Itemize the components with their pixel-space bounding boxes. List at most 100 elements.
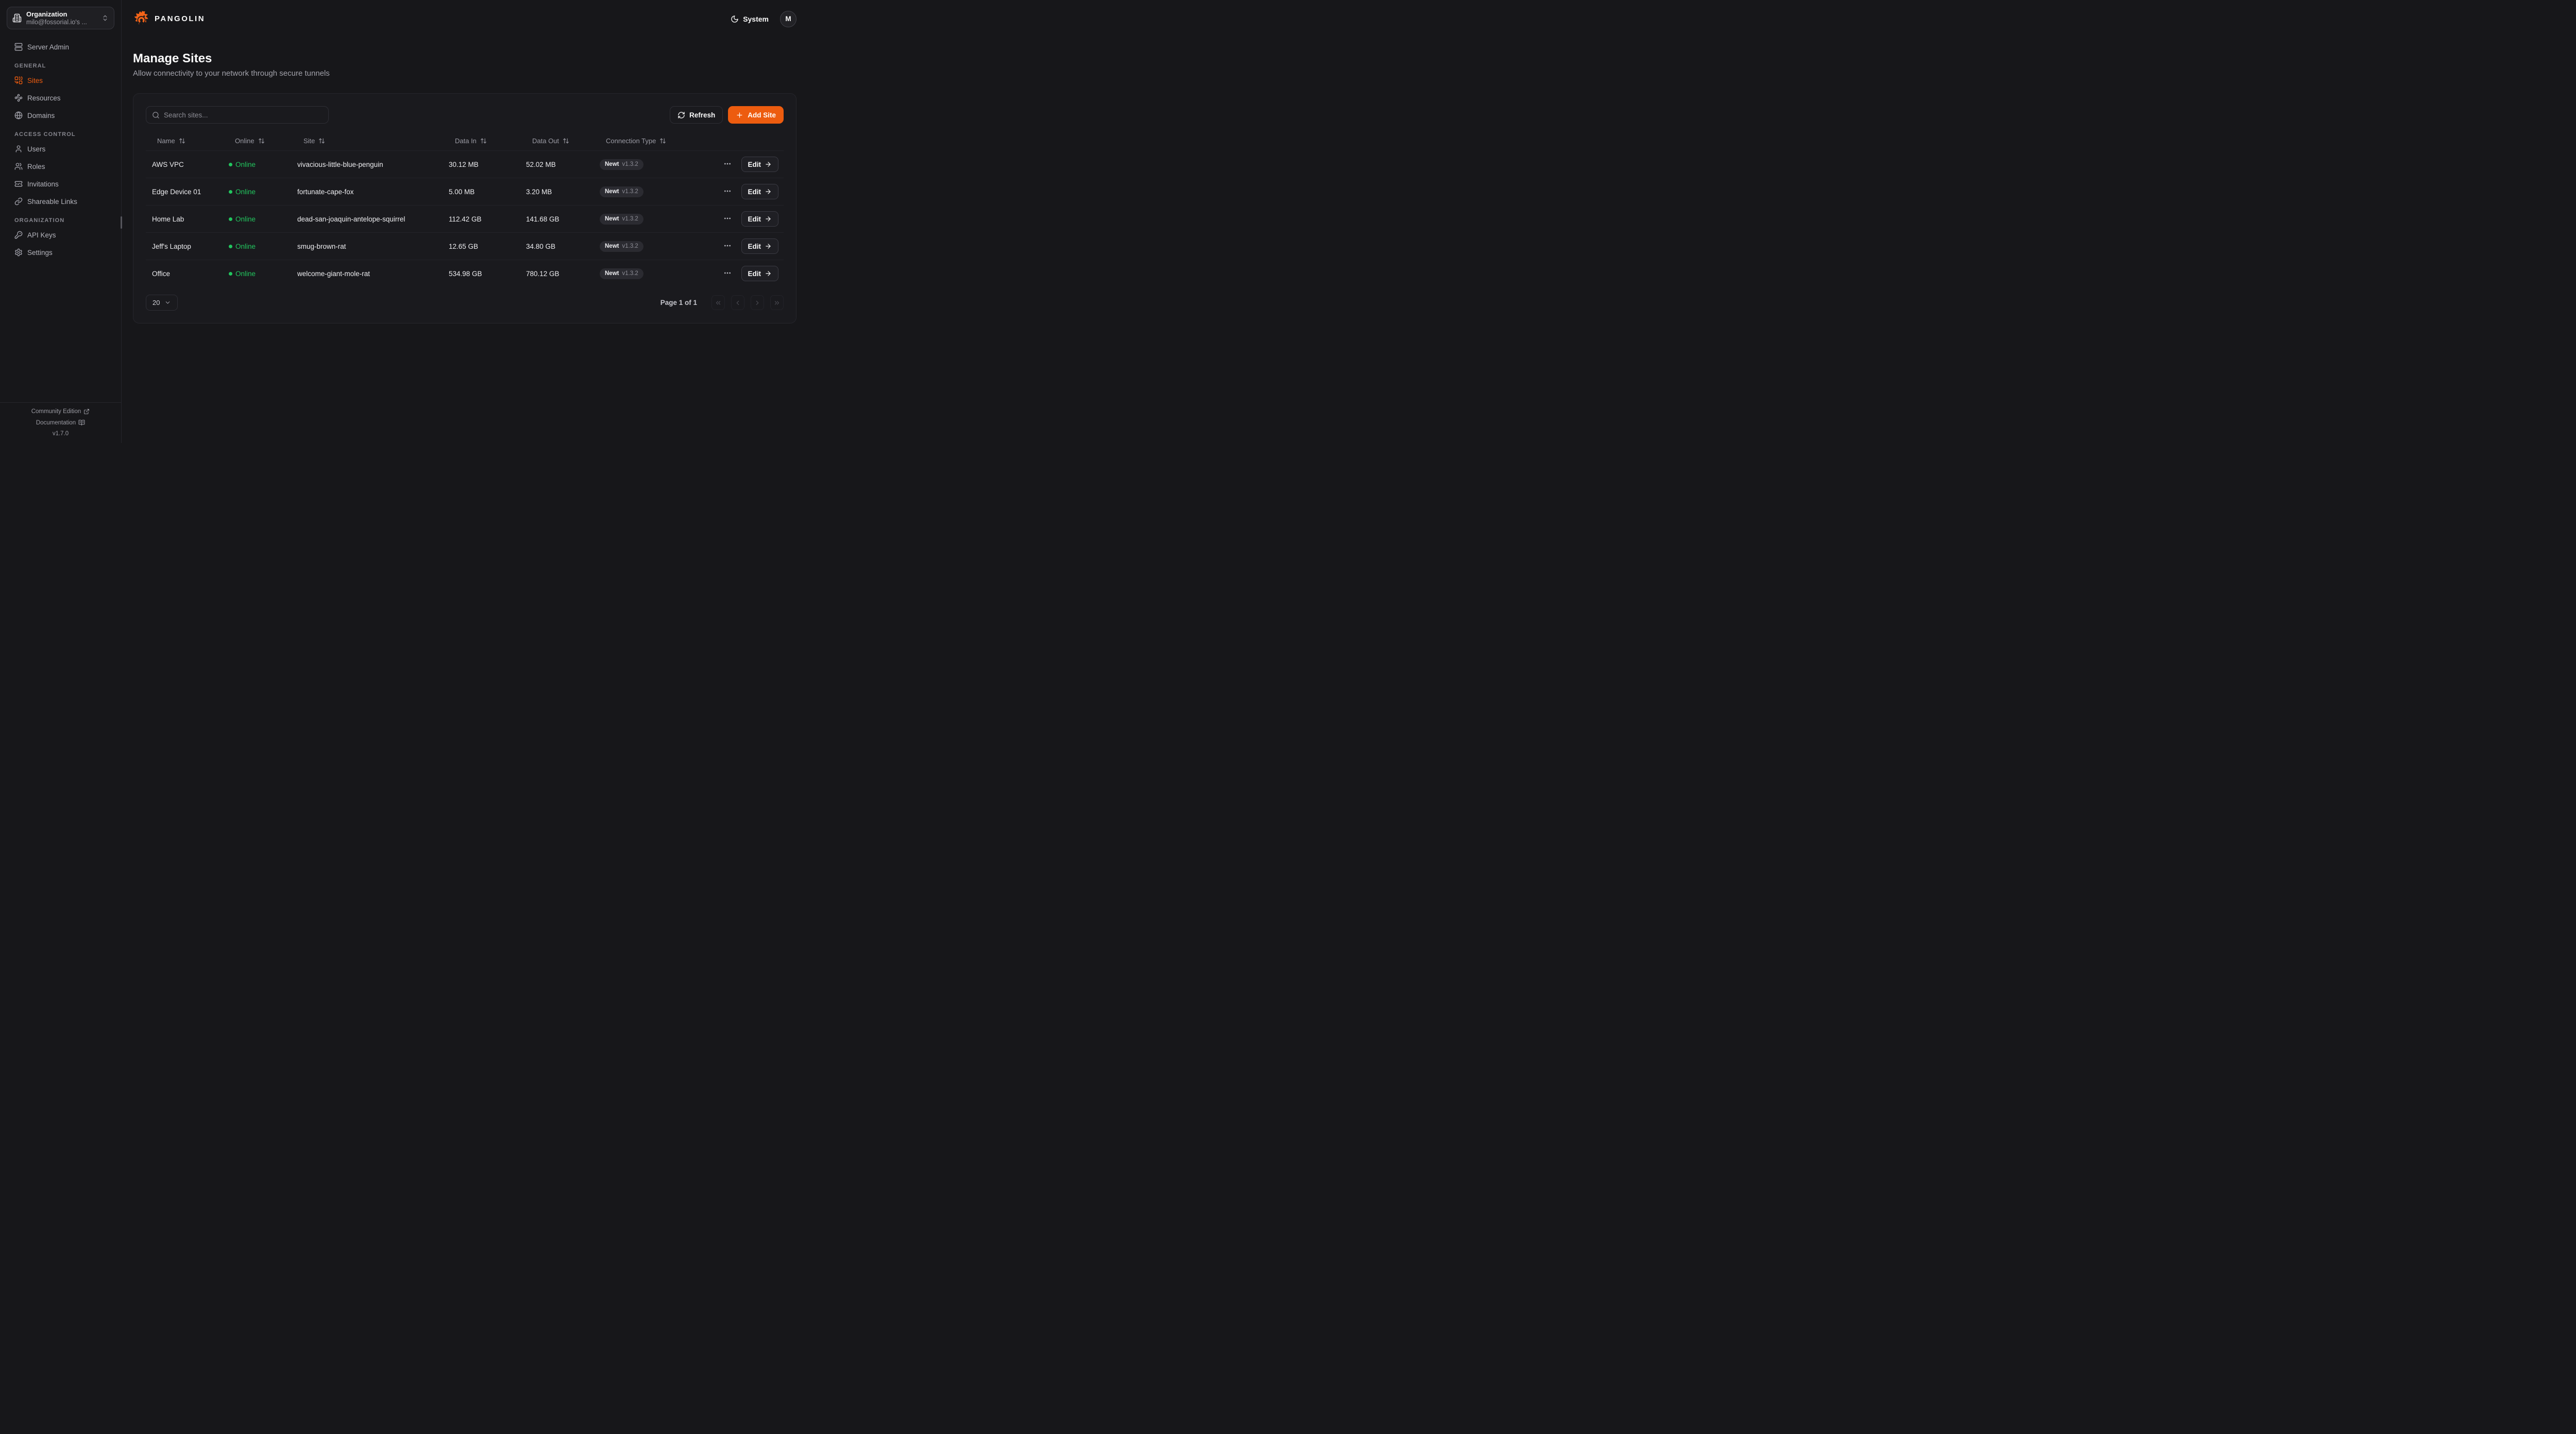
data-out-cell: 141.68 GB	[526, 215, 560, 223]
column-header-data-out[interactable]: Data Out	[521, 137, 595, 145]
column-header-connection-type[interactable]: Connection Type	[595, 137, 717, 145]
sidebar-item-label: Resources	[27, 94, 61, 102]
page-size-value: 20	[152, 299, 160, 306]
sidebar-item-label: Domains	[27, 111, 55, 120]
user-avatar[interactable]: M	[780, 10, 796, 27]
data-in-cell: 534.98 GB	[449, 269, 482, 278]
last-page-button[interactable]	[770, 295, 784, 310]
community-edition-label: Community Edition	[31, 408, 81, 415]
column-header-online[interactable]: Online	[224, 137, 292, 145]
community-edition-link[interactable]: Community Edition	[31, 408, 90, 415]
sort-icon	[318, 138, 325, 144]
sidebar-item-users[interactable]: Users	[7, 140, 114, 158]
main-area: PANGOLIN System M Manage Sites Allow con…	[122, 0, 808, 443]
edit-button[interactable]: Edit	[741, 238, 778, 254]
sidebar-item-sites[interactable]: Sites	[7, 72, 114, 89]
data-in-cell: 112.42 GB	[449, 215, 482, 223]
connection-type-badge: Newt v1.3.2	[600, 213, 643, 225]
search-input[interactable]	[164, 111, 323, 119]
data-in-cell: 5.00 MB	[449, 187, 475, 196]
table-row: Edge Device 01 Online fortunate-cape-fox…	[146, 178, 784, 205]
sidebar-item-settings[interactable]: Settings	[7, 244, 114, 261]
ellipsis-icon	[723, 269, 732, 277]
online-status-dot	[229, 190, 232, 194]
arrow-right-icon	[765, 270, 772, 277]
row-menu-button[interactable]	[722, 159, 733, 170]
chevrons-left-icon	[715, 299, 722, 306]
row-actions-cell: Edit	[717, 238, 784, 254]
row-menu-button[interactable]	[722, 241, 733, 252]
connection-version: v1.3.2	[622, 243, 638, 249]
edit-button[interactable]: Edit	[741, 184, 778, 199]
theme-toggle[interactable]: System	[731, 15, 769, 23]
edit-button[interactable]: Edit	[741, 266, 778, 281]
first-page-button[interactable]	[711, 295, 725, 310]
connection-version: v1.3.2	[622, 270, 638, 277]
online-status-dot	[229, 162, 232, 166]
column-header-site[interactable]: Site	[292, 137, 444, 145]
sidebar-footer: Community Edition Documentation v1.7.0	[0, 402, 121, 443]
sidebar-item-label: Settings	[27, 248, 53, 257]
online-status-dot	[229, 217, 232, 221]
connection-type-badge: Newt v1.3.2	[600, 268, 643, 279]
page-header: Manage Sites Allow connectivity to your …	[122, 38, 808, 78]
section-title-organization: ORGANIZATION	[14, 217, 65, 224]
sort-icon	[258, 138, 265, 144]
sidebar-item-resources[interactable]: Resources	[7, 89, 114, 107]
documentation-label: Documentation	[36, 419, 76, 426]
waypoints-icon	[14, 94, 23, 102]
sidebar-item-roles[interactable]: Roles	[7, 158, 114, 175]
connection-name: Newt	[605, 270, 619, 277]
documentation-link[interactable]: Documentation	[36, 419, 85, 426]
data-in-cell: 30.12 MB	[449, 160, 479, 168]
sort-icon	[179, 138, 185, 144]
online-status-label: Online	[235, 187, 256, 196]
add-site-button[interactable]: Add Site	[728, 106, 784, 124]
key-icon	[14, 231, 23, 239]
topbar: PANGOLIN System M	[122, 0, 808, 38]
sidebar-item-api-keys[interactable]: API Keys	[7, 226, 114, 244]
sidebar-item-label: Invitations	[27, 180, 59, 188]
moon-icon	[731, 15, 739, 23]
brand-logo: PANGOLIN	[133, 10, 205, 28]
online-status-cell: Online	[224, 188, 292, 196]
sidebar-item-label: API Keys	[27, 231, 56, 239]
data-in-cell: 12.65 GB	[449, 242, 479, 250]
edit-button[interactable]: Edit	[741, 211, 778, 227]
edit-button[interactable]: Edit	[741, 157, 778, 172]
refresh-icon	[677, 111, 685, 119]
column-header-data-in[interactable]: Data In	[444, 137, 521, 145]
row-menu-button[interactable]	[722, 268, 733, 280]
connection-type-cell: Newt v1.3.2	[595, 159, 717, 170]
arrow-right-icon	[765, 243, 772, 250]
ellipsis-icon	[723, 187, 732, 195]
sort-icon	[480, 138, 487, 144]
org-selector-label: Organization	[26, 10, 67, 18]
page-size-select[interactable]: 20	[146, 295, 178, 311]
online-status-dot	[229, 271, 232, 276]
refresh-button[interactable]: Refresh	[669, 106, 723, 124]
site-slug-cell: fortunate-cape-fox	[297, 187, 354, 196]
sidebar-item-shareable-links[interactable]: Shareable Links	[7, 193, 114, 210]
chevron-down-icon	[164, 299, 171, 306]
org-selector[interactable]: Organization milo@fossorial.io's ...	[7, 7, 114, 29]
table-toolbar: Refresh Add Site	[146, 106, 784, 124]
sidebar-item-domains[interactable]: Domains	[7, 107, 114, 124]
row-actions-cell: Edit	[717, 184, 784, 199]
connection-type-cell: Newt v1.3.2	[595, 186, 717, 197]
row-menu-button[interactable]	[722, 186, 733, 198]
sidebar-scrollbar-thumb[interactable]	[121, 216, 122, 229]
sidebar-item-server-admin[interactable]: Server Admin	[7, 38, 114, 56]
online-status-dot	[229, 244, 232, 248]
column-header-name[interactable]: Name	[146, 137, 224, 145]
edit-button-label: Edit	[748, 187, 761, 196]
globe-icon	[14, 111, 23, 120]
sort-icon	[659, 138, 666, 144]
edit-button-label: Edit	[748, 269, 761, 278]
row-menu-button[interactable]	[722, 213, 733, 225]
data-out-cell: 34.80 GB	[526, 242, 556, 250]
site-name-cell: Edge Device 01	[152, 187, 201, 196]
next-page-button[interactable]	[751, 295, 764, 310]
previous-page-button[interactable]	[731, 295, 744, 310]
sidebar-item-invitations[interactable]: Invitations	[7, 175, 114, 193]
